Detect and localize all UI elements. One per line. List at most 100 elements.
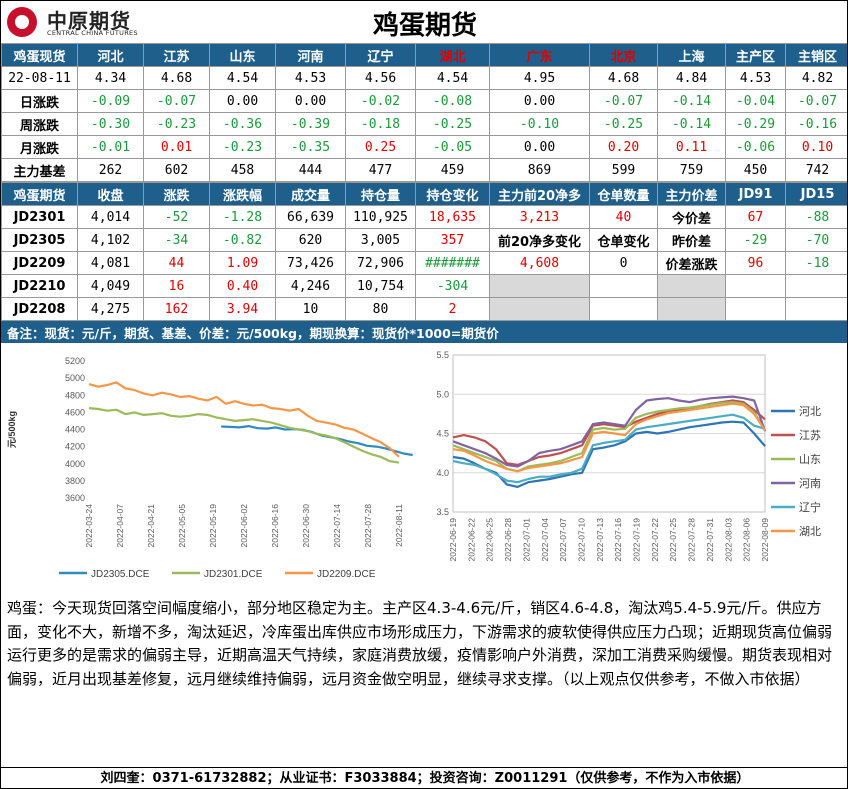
x-tick-label: 2022-07-28: [363, 504, 373, 548]
empty-cell: [589, 274, 658, 298]
table-cell: -0.06: [725, 135, 786, 159]
empty-cell: [725, 274, 786, 298]
y-tick-label: 3.5: [436, 507, 449, 517]
table-cell: 477: [345, 158, 416, 182]
column-header: 涨跌幅: [209, 182, 276, 206]
row-label: 昨价差: [657, 228, 726, 252]
table-cell: -0.25: [415, 112, 490, 136]
x-tick-label: 2022-06-25: [485, 518, 495, 562]
y-tick-label: 5.0: [436, 389, 449, 399]
y-tick-label: 4000: [65, 459, 85, 469]
empty-cell: [489, 274, 590, 298]
table-cell: 759: [657, 158, 726, 182]
table-cell: 4,049: [77, 274, 144, 298]
row-label: 主力基差: [1, 158, 78, 182]
table-cell: 4,014: [77, 205, 144, 229]
table-cell: -0.07: [589, 89, 658, 113]
table-cell: 40: [589, 205, 658, 229]
table-cell: -0.08: [415, 89, 490, 113]
table-cell: -0.30: [77, 112, 144, 136]
column-header: 仓单数量: [589, 182, 658, 206]
row-label: 月涨跌: [1, 135, 78, 159]
series-line: [452, 420, 766, 488]
table-row: JD2305 4,102 -34 -0.82 620 3,005 357 前20净多变化 仓单变…: [1, 228, 847, 252]
x-tick-label: 2022-05-19: [208, 504, 218, 548]
x-tick-label: 2022-06-22: [466, 518, 476, 562]
table-cell: 0.11: [657, 135, 726, 159]
x-tick-label: 2022-06-28: [503, 518, 513, 562]
table-cell: 459: [415, 158, 490, 182]
x-tick-label: 2022-03-24: [84, 504, 94, 548]
y-tick-label: 4200: [65, 442, 85, 452]
table-cell: -0.14: [657, 89, 726, 113]
company-logo-icon: [7, 7, 37, 37]
column-header: 江苏: [143, 43, 210, 67]
table-header-row: 鸡蛋期货 收盘 涨跌 涨跌幅 成交量 持仓量 持仓变化 主力前20净多 仓单数量 主力价差 JD91…: [1, 182, 847, 206]
table-cell: 44: [143, 251, 210, 275]
y-tick-label: 5000: [65, 373, 85, 383]
column-header: 鸡蛋现货: [1, 43, 78, 67]
table-row: JD2301 4,014 -52 -1.28 66,639 110,925 18,635 3,…: [1, 205, 847, 229]
row-label: JD2209: [1, 251, 78, 275]
column-header: 主力前20净多: [489, 182, 590, 206]
column-header: 湖北: [415, 43, 490, 67]
table-cell: 3.94: [209, 297, 276, 321]
y-tick-label: 5200: [65, 356, 85, 366]
row-label: JD2208: [1, 297, 78, 321]
table-cell: 4.68: [589, 66, 658, 90]
x-tick-label: 2022-08-11: [394, 504, 404, 547]
table-row: 月涨跌 -0.01 0.01 -0.23 -0.35 0.25 -0.05 0.00 0.20 0…: [1, 135, 847, 159]
spot-price-table: 鸡蛋现货 河北 江苏 山东 河南 辽宁 湖北 广东 北京 上海 主产区 主销区 22-08-11 4.34…: [1, 43, 847, 182]
table-cell: -0.25: [589, 112, 658, 136]
table-cell: 仓单变化: [589, 228, 658, 252]
table-cell: 0.00: [489, 89, 590, 113]
y-tick-label: 5.5: [436, 350, 449, 360]
y-tick-label: 3600: [65, 493, 85, 503]
table-cell: -0.01: [77, 135, 144, 159]
table-cell: -0.29: [725, 112, 786, 136]
table-row: JD2210 4,049 16 0.40 4,246 10,754 -304: [1, 274, 847, 298]
x-tick-label: 2022-05-05: [177, 504, 187, 548]
table-cell: 4.53: [275, 66, 346, 90]
column-header: 北京: [589, 43, 658, 67]
row-label: 22-08-11: [1, 66, 78, 90]
column-header: 收盘: [77, 182, 144, 206]
row-label: JD2301: [1, 205, 78, 229]
table-cell: -304: [415, 274, 490, 298]
table-cell: -1.28: [209, 205, 276, 229]
table-cell: 0.20: [589, 135, 658, 159]
table-cell: 4,275: [77, 297, 144, 321]
table-cell: 10,754: [345, 274, 416, 298]
table-cell: -0.02: [345, 89, 416, 113]
legend-label: JD2209.DCE: [317, 569, 376, 580]
table-row: 22-08-11 4.34 4.68 4.54 4.53 4.56 4.54 4.95 4.68…: [1, 66, 847, 90]
legend-label: JD2305.DCE: [91, 569, 150, 580]
table-cell: 1.09: [209, 251, 276, 275]
analyst-contact: 刘四奎：0371-61732882；从业证书：F3033884；投资咨询：Z00…: [1, 767, 847, 788]
table-cell: 16: [143, 274, 210, 298]
empty-cell: [589, 297, 658, 321]
x-tick-label: 2022-07-01: [521, 518, 531, 562]
table-cell: 96: [725, 251, 786, 275]
x-tick-label: 2022-07-25: [668, 518, 678, 562]
legend-label: 山东: [799, 453, 821, 466]
table-cell: -0.04: [725, 89, 786, 113]
x-tick-label: 2022-07-28: [687, 518, 697, 562]
column-header: 持仓量: [345, 182, 416, 206]
legend-label: 湖北: [799, 525, 821, 538]
empty-cell: [785, 274, 847, 298]
table-cell: 66,639: [275, 205, 346, 229]
table-cell: 18,635: [415, 205, 490, 229]
row-label: 周涨跌: [1, 112, 78, 136]
table-cell: 80: [345, 297, 416, 321]
table-cell: -70: [785, 228, 847, 252]
table-cell: -0.07: [785, 89, 847, 113]
series-line: [88, 407, 400, 464]
table-cell: -0.09: [77, 89, 144, 113]
column-header: 持仓变化: [415, 182, 490, 206]
series-line: [452, 413, 766, 484]
table-cell: 2: [415, 297, 490, 321]
y-tick-label: 4.5: [436, 429, 449, 439]
column-header: 主产区: [725, 43, 786, 67]
table-cell: 4.53: [725, 66, 786, 90]
